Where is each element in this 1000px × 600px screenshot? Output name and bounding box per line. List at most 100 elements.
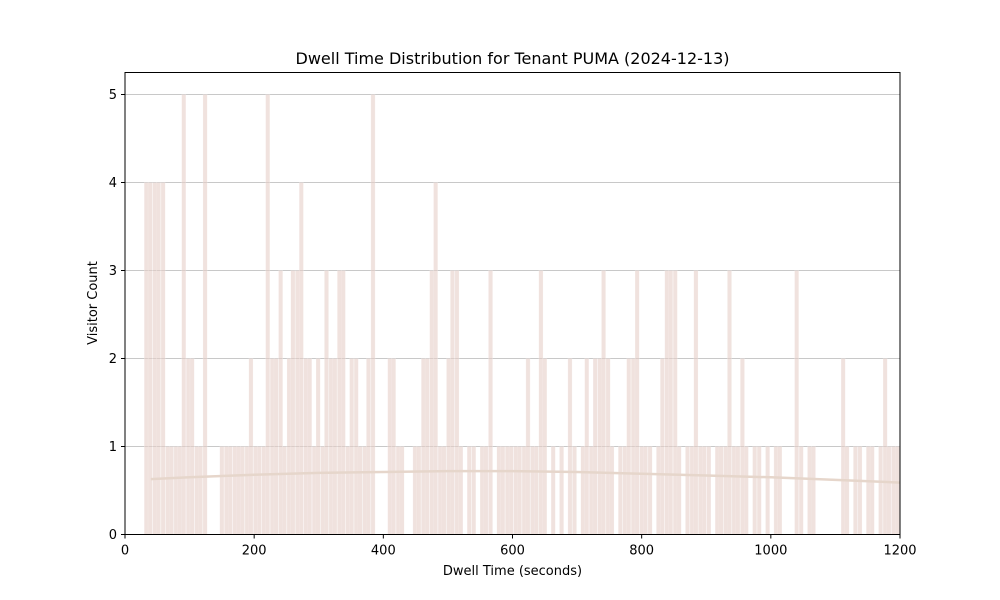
histogram-bar bbox=[698, 446, 703, 535]
histogram-bar bbox=[315, 358, 321, 535]
y-tick-label: 4 bbox=[109, 176, 117, 191]
histogram-bar bbox=[466, 446, 472, 535]
histogram-bar bbox=[676, 446, 682, 535]
histogram-bar bbox=[286, 358, 292, 535]
histogram-bar bbox=[723, 446, 728, 535]
histogram-bar bbox=[618, 446, 623, 535]
histogram-bar bbox=[353, 358, 359, 535]
histogram-bar bbox=[559, 446, 564, 535]
histogram-bar bbox=[882, 358, 888, 535]
x-axis-label: Dwell Time (seconds) bbox=[443, 564, 582, 579]
histogram-bar bbox=[244, 446, 250, 535]
histogram-bar bbox=[630, 358, 636, 535]
histogram-bar bbox=[311, 446, 317, 535]
histogram-bar bbox=[332, 358, 338, 535]
histogram-bar bbox=[219, 446, 225, 535]
histogram-bar bbox=[513, 446, 519, 535]
histogram-bar bbox=[446, 358, 451, 535]
histogram-bar bbox=[521, 446, 527, 535]
y-tick-label: 2 bbox=[109, 352, 117, 367]
histogram-bar bbox=[458, 446, 464, 535]
histogram-bar bbox=[290, 270, 296, 535]
histogram-bar bbox=[672, 270, 678, 535]
kde-layer bbox=[150, 469, 901, 484]
histogram-bar bbox=[634, 270, 640, 535]
histogram-bar bbox=[639, 446, 645, 535]
histogram-bar bbox=[626, 358, 632, 535]
histogram-bar bbox=[794, 270, 800, 535]
histogram-bar bbox=[622, 446, 628, 535]
histogram-bar bbox=[160, 182, 166, 535]
histogram-bar bbox=[538, 270, 544, 535]
x-tick-label: 400 bbox=[371, 544, 396, 559]
histogram-bar bbox=[605, 358, 611, 535]
histogram-bar bbox=[450, 270, 455, 535]
histogram-bar bbox=[504, 446, 510, 535]
histogram-bar bbox=[143, 182, 149, 535]
x-axis: 0 200 400 600 800 1000 1200 bbox=[121, 534, 917, 559]
histogram-bar bbox=[656, 446, 661, 535]
histogram-bar bbox=[735, 446, 741, 535]
histogram-bar bbox=[324, 270, 329, 535]
y-tick-label: 1 bbox=[109, 440, 117, 455]
histogram-bar bbox=[807, 446, 812, 535]
histogram-bar bbox=[282, 446, 287, 535]
histogram-bar bbox=[878, 446, 883, 535]
histogram-bar bbox=[227, 446, 233, 535]
histogram-bar bbox=[441, 446, 447, 535]
histogram-bar bbox=[580, 446, 586, 535]
histogram-bar bbox=[265, 94, 271, 535]
histogram-bar bbox=[706, 446, 712, 535]
histogram-bar bbox=[592, 358, 598, 535]
x-tick-label: 1000 bbox=[754, 544, 787, 559]
x-tick-label: 800 bbox=[629, 544, 654, 559]
histogram-bar bbox=[261, 446, 267, 535]
histogram-bar bbox=[483, 446, 489, 535]
histogram-bar bbox=[349, 358, 355, 535]
histogram-bar bbox=[181, 94, 187, 535]
histogram-bar bbox=[500, 446, 506, 535]
histogram-bar bbox=[202, 94, 208, 535]
histogram-bar bbox=[366, 358, 371, 535]
y-tick-label: 0 bbox=[109, 528, 117, 543]
histogram-bar bbox=[412, 446, 418, 535]
histogram-bar bbox=[236, 446, 242, 535]
histogram-bar bbox=[307, 358, 313, 535]
histogram-bar bbox=[399, 446, 405, 535]
histogram-bar bbox=[269, 358, 275, 535]
histogram-bar bbox=[525, 358, 531, 535]
histogram-bar bbox=[224, 446, 229, 535]
histogram-bar bbox=[659, 358, 665, 535]
histogram-bar bbox=[253, 446, 258, 535]
histogram-bar bbox=[387, 358, 393, 535]
histogram-bar bbox=[643, 446, 648, 535]
histogram-bar bbox=[429, 270, 435, 535]
histogram-bar bbox=[752, 446, 758, 535]
histogram-bar bbox=[185, 358, 191, 535]
histogram-bar bbox=[395, 446, 401, 535]
histogram-bar bbox=[416, 446, 422, 535]
histogram-bar bbox=[303, 358, 309, 535]
histogram-bar bbox=[295, 270, 300, 535]
histogram-bar bbox=[869, 446, 875, 535]
y-axis: 0 1 2 3 4 5 bbox=[109, 88, 125, 543]
histogram-bar bbox=[740, 358, 745, 535]
histogram-bar bbox=[866, 446, 871, 535]
histogram-bar bbox=[765, 446, 770, 535]
histogram-bar bbox=[718, 446, 724, 535]
chart-title: Dwell Time Distribution for Tenant PUMA … bbox=[296, 49, 730, 68]
histogram-bar bbox=[597, 358, 603, 535]
histogram-bar bbox=[173, 446, 179, 535]
histogram-bar bbox=[340, 270, 346, 535]
histogram-bar bbox=[345, 446, 351, 535]
histogram-bar bbox=[298, 182, 304, 535]
histogram-bar bbox=[391, 358, 397, 535]
histogram-bar bbox=[454, 270, 460, 535]
histogram-bar bbox=[177, 446, 183, 535]
histogram-bar bbox=[337, 270, 342, 535]
histogram-bar bbox=[256, 446, 262, 535]
histogram-bar bbox=[496, 446, 502, 535]
histogram-bar bbox=[693, 270, 699, 535]
histogram-bar bbox=[320, 446, 325, 535]
